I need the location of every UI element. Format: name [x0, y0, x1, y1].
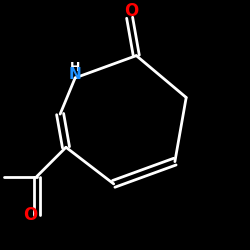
Text: O: O	[23, 206, 37, 224]
Text: H: H	[70, 61, 80, 74]
Text: N: N	[69, 68, 82, 82]
Text: O: O	[124, 2, 138, 20]
